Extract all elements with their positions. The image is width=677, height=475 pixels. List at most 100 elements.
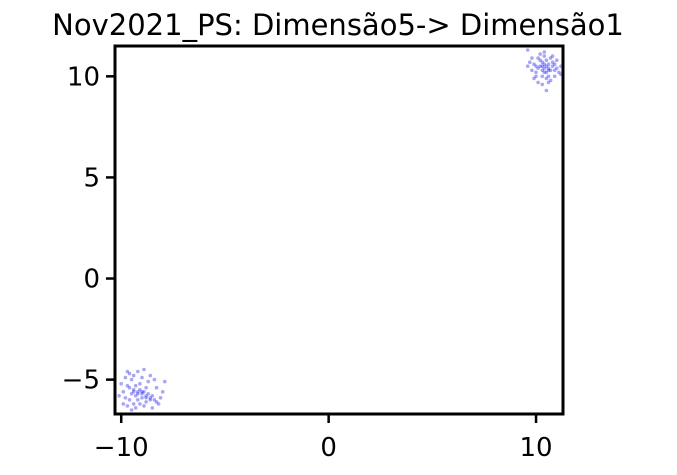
data-point — [123, 396, 128, 400]
data-point — [528, 60, 532, 64]
data-point — [154, 400, 159, 404]
data-point — [152, 377, 157, 382]
data-point — [534, 64, 538, 68]
data-point — [542, 50, 547, 54]
data-point — [136, 369, 140, 374]
data-point — [544, 76, 549, 81]
data-point — [548, 78, 553, 83]
data-point — [530, 68, 534, 73]
data-point — [125, 383, 130, 388]
x-tick-label: −10 — [94, 433, 149, 463]
data-point — [144, 396, 148, 400]
data-point — [142, 367, 146, 372]
data-point — [542, 54, 547, 58]
data-point — [544, 64, 549, 68]
data-point — [542, 66, 547, 70]
data-point — [552, 74, 557, 79]
data-point — [121, 402, 126, 406]
data-point — [136, 398, 140, 402]
data-point — [552, 68, 557, 73]
data-point — [129, 392, 134, 396]
data-point — [525, 48, 530, 52]
data-point — [140, 375, 144, 380]
data-point — [133, 383, 138, 388]
data-point — [548, 68, 553, 73]
data-point — [540, 60, 545, 64]
data-point — [142, 390, 146, 394]
data-point — [144, 394, 148, 398]
data-point — [144, 400, 148, 404]
data-point — [125, 369, 130, 374]
y-tick-label: −5 — [62, 366, 100, 396]
data-point — [136, 390, 140, 394]
data-point — [138, 402, 142, 406]
data-point — [525, 64, 530, 68]
data-point — [138, 381, 142, 386]
data-point — [544, 88, 549, 93]
data-point — [538, 52, 542, 56]
x-axis: −10 0 10 — [94, 414, 553, 463]
data-point — [160, 390, 165, 394]
data-point — [530, 56, 534, 60]
data-point — [127, 385, 132, 390]
data-point — [140, 392, 144, 396]
data-point — [133, 394, 138, 398]
data-point — [557, 70, 561, 75]
data-point — [127, 398, 132, 402]
y-tick-label: 0 — [83, 265, 100, 295]
data-point — [536, 66, 540, 70]
data-point — [131, 402, 136, 406]
data-point — [129, 408, 134, 412]
data-point — [546, 66, 551, 70]
data-point — [555, 58, 559, 62]
data-point — [163, 379, 167, 384]
data-point — [540, 64, 545, 68]
data-point — [550, 54, 555, 58]
data-point — [546, 80, 551, 85]
data-point — [131, 387, 136, 392]
data-point — [140, 390, 144, 394]
data-point — [532, 62, 536, 66]
data-point — [548, 56, 553, 60]
data-point — [538, 58, 542, 62]
x-tick-label: 0 — [320, 433, 337, 463]
y-axis: −5 0 5 10 — [62, 62, 115, 396]
data-point — [148, 373, 153, 378]
data-point — [138, 387, 142, 392]
data-point — [150, 406, 155, 410]
data-point — [146, 392, 150, 396]
data-point — [127, 371, 132, 376]
data-point — [150, 394, 155, 398]
data-point — [540, 74, 545, 79]
data-point — [542, 62, 547, 66]
data-point — [550, 60, 555, 64]
data-point — [540, 82, 545, 87]
data-point — [532, 76, 536, 81]
x-tick-label: 10 — [519, 433, 552, 463]
plot-frame — [113, 44, 565, 416]
data-point — [546, 68, 551, 73]
data-point — [131, 373, 136, 378]
y-tick-label: 10 — [67, 62, 100, 92]
data-point — [534, 70, 538, 75]
data-point — [544, 70, 549, 75]
data-point — [154, 385, 159, 390]
data-point — [158, 396, 163, 400]
data-point — [540, 68, 545, 73]
data-point — [534, 74, 538, 79]
data-point — [142, 404, 146, 408]
data-point — [538, 64, 542, 68]
data-point — [536, 56, 540, 60]
y-tick-label: 5 — [83, 163, 100, 193]
data-point — [146, 379, 150, 384]
chart-title: Nov2021_PS: Dimensão5-> Dimensão1 — [52, 8, 624, 42]
data-point — [140, 396, 144, 400]
data-point — [125, 404, 130, 408]
data-point — [536, 80, 540, 85]
data-point — [119, 381, 123, 386]
data-point — [550, 64, 555, 68]
data-point — [542, 70, 547, 75]
data-point — [156, 402, 161, 406]
data-point — [544, 58, 549, 62]
